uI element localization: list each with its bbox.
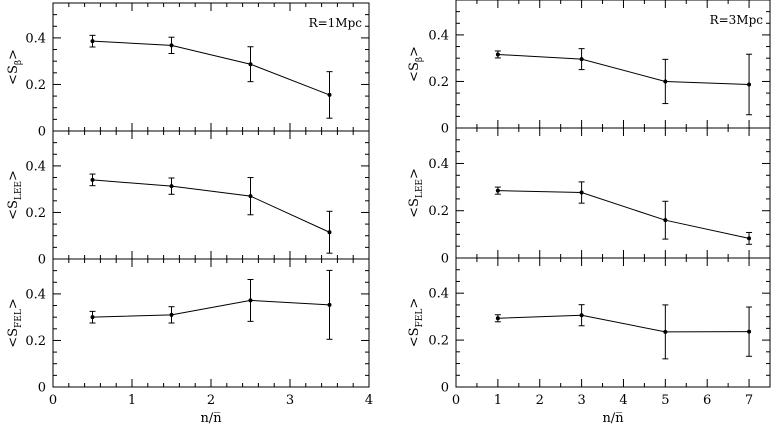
panel-1-1: 00.20.4<SLEE>: [407, 127, 771, 267]
y-axis-label-base: <S: [6, 200, 21, 220]
y-tick-label: 0.2: [25, 334, 46, 349]
y-axis-label-end: >: [407, 168, 422, 179]
y-axis-label-sub: β: [14, 60, 24, 65]
series-line: [497, 190, 750, 239]
data-point: [663, 329, 668, 334]
y-axis-label-end: >: [407, 46, 422, 57]
y-axis-label-sub: LEE: [14, 181, 24, 200]
y-tick-label: 0: [441, 252, 449, 267]
data-point: [327, 92, 332, 97]
x-tick-label: 4: [619, 393, 627, 408]
y-tick-label: 0: [441, 381, 449, 396]
radius-annotation: R=3Mpc: [710, 13, 764, 27]
y-axis-label: <SLEE>: [6, 170, 24, 220]
panel-frame: [455, 257, 771, 388]
x-tick-label: 3: [286, 393, 294, 408]
x-axis-label: n/n̅: [200, 411, 222, 426]
radius-annotation: R=1Mpc: [309, 16, 363, 30]
y-tick-label: 0.2: [25, 78, 46, 93]
y-axis-label: <SLEE>: [407, 168, 425, 218]
data-point: [495, 52, 500, 57]
y-axis-label-end: >: [6, 298, 21, 309]
x-tick-label: 2: [536, 393, 544, 408]
data-point: [90, 177, 95, 182]
data-point: [248, 194, 253, 199]
panel-frame: [52, 258, 370, 388]
x-tick-label: 1: [494, 393, 502, 408]
y-tick-label: 0.4: [428, 287, 449, 302]
x-tick-label: 1: [128, 393, 136, 408]
y-axis-label-sub: β: [415, 57, 425, 62]
y-axis-label-sub: FEL: [415, 309, 425, 328]
y-tick-label: 0: [38, 125, 46, 140]
y-tick-label: 0: [38, 381, 46, 396]
series-line: [497, 314, 750, 333]
data-point: [248, 298, 253, 303]
series-line: [497, 53, 750, 85]
data-point: [169, 184, 174, 189]
y-tick-label: 0.4: [25, 159, 46, 174]
data-point: [248, 62, 253, 67]
data-point: [327, 230, 332, 235]
y-tick-label: 0: [38, 253, 46, 268]
x-tick-label: 2: [207, 393, 215, 408]
data-point: [579, 313, 584, 318]
data-point: [169, 43, 174, 48]
y-axis-label: <Sβ>: [407, 46, 425, 82]
data-point: [747, 236, 752, 241]
y-tick-label: 0: [441, 122, 449, 137]
data-point: [495, 316, 500, 321]
y-axis-label-base: <S: [407, 327, 422, 347]
data-point: [495, 188, 500, 193]
panel-0-2: 00.20.4<SFEL>: [6, 258, 370, 396]
data-point: [747, 329, 752, 334]
y-tick-label: 0.4: [428, 157, 449, 172]
data-point: [747, 82, 752, 87]
y-tick-label: 0.2: [428, 75, 449, 90]
y-axis-label-end: >: [407, 298, 422, 309]
data-point: [90, 315, 95, 320]
data-point: [579, 57, 584, 62]
series-line: [92, 40, 330, 96]
data-point: [169, 312, 174, 317]
series-line: [92, 179, 330, 233]
y-axis-label-base: <S: [407, 198, 422, 218]
data-point: [90, 39, 95, 44]
y-tick-label: 0.4: [25, 287, 46, 302]
y-axis-label-base: <S: [6, 328, 21, 348]
x-tick-label: 0: [452, 393, 460, 408]
y-tick-label: 0.2: [25, 206, 46, 221]
panel-frame: [455, 127, 771, 259]
y-axis-label: <SFEL>: [407, 298, 425, 348]
data-point: [663, 218, 668, 223]
y-tick-label: 0.4: [25, 31, 46, 46]
x-tick-label: 3: [577, 393, 585, 408]
panel-1-2: 00.20.4<SFEL>: [407, 257, 771, 396]
panel-frame: [52, 130, 370, 260]
x-tick-label: 0: [49, 393, 57, 408]
y-tick-label: 0.4: [428, 28, 449, 43]
y-axis-label: <SFEL>: [6, 298, 24, 348]
x-tick-label: 7: [745, 393, 753, 408]
y-axis-label: <Sβ>: [6, 49, 24, 85]
data-point: [327, 302, 332, 307]
y-axis-label-base: <S: [6, 65, 21, 85]
y-axis-label-end: >: [6, 170, 21, 181]
data-point: [579, 190, 584, 195]
series-line: [92, 299, 330, 318]
panel-0-1: 00.20.4<SLEE>: [6, 130, 370, 268]
x-axis-label: n/n̅: [602, 411, 624, 426]
y-tick-label: 0.2: [428, 204, 449, 219]
x-tick-label: 5: [661, 393, 669, 408]
y-axis-label-sub: LEE: [415, 179, 425, 198]
y-tick-label: 0.2: [428, 334, 449, 349]
y-axis-label-base: <S: [407, 62, 422, 82]
x-tick-label: 6: [703, 393, 711, 408]
data-point: [663, 79, 668, 84]
x-tick-label: 4: [365, 393, 373, 408]
y-axis-label-end: >: [6, 49, 21, 60]
y-axis-label-sub: FEL: [14, 309, 24, 328]
